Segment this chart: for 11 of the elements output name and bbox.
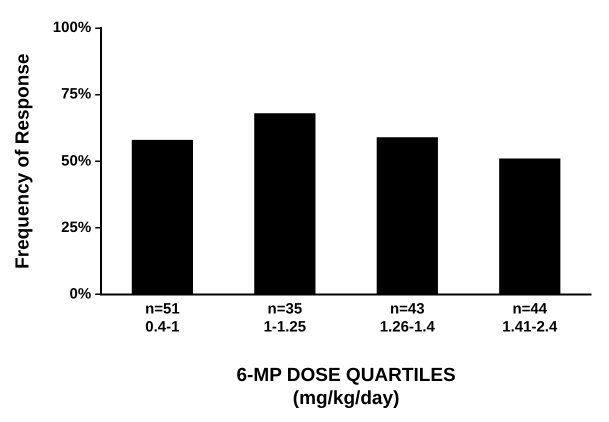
x-axis-title: 6-MP DOSE QUARTILES (mg/kg/day) <box>236 365 456 409</box>
y-tick-label: 50% <box>61 152 92 170</box>
y-tick-label: 75% <box>61 86 92 103</box>
x-tick-label: n=35 1-1.25 <box>264 300 306 336</box>
y-tick-label: 0% <box>69 286 92 303</box>
x-tick-label: n=44 1.41-2.4 <box>502 300 558 336</box>
y-axis-title: Frequency of Response <box>12 54 34 269</box>
x-tick-label: n=51 0.4-1 <box>145 300 180 336</box>
y-tick-label: 25% <box>61 218 92 236</box>
x-tick-label: n=43 1.26-1.4 <box>380 300 436 336</box>
y-tick-label: 100% <box>52 19 92 36</box>
